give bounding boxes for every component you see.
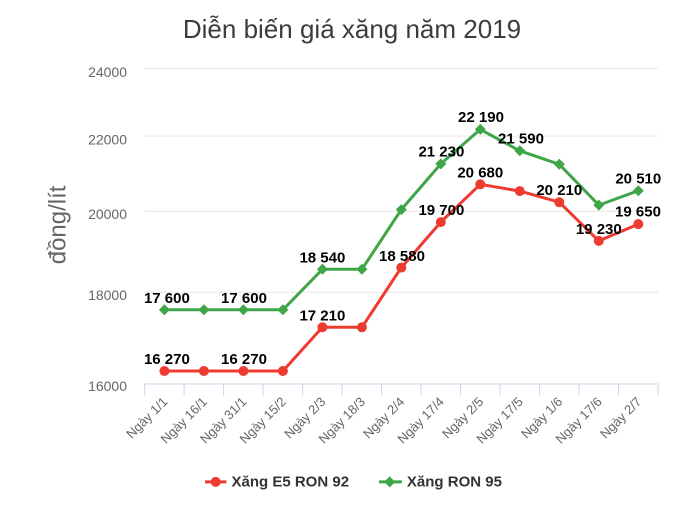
svg-text:20 680: 20 680	[457, 164, 503, 181]
svg-text:19 700: 19 700	[418, 202, 464, 219]
svg-text:Diễn biến giá xăng năm 2019: Diễn biến giá xăng năm 2019	[183, 14, 521, 44]
svg-text:20000: 20000	[88, 206, 127, 222]
svg-text:đồng/lít: đồng/lít	[44, 185, 71, 264]
svg-text:19 230: 19 230	[576, 221, 622, 238]
svg-text:18 540: 18 540	[299, 249, 345, 266]
svg-text:17 600: 17 600	[221, 290, 267, 307]
svg-text:22000: 22000	[88, 131, 127, 147]
svg-text:21 230: 21 230	[418, 144, 464, 161]
svg-text:21 590: 21 590	[498, 131, 544, 148]
svg-text:19 650: 19 650	[615, 203, 661, 220]
svg-text:24000: 24000	[88, 64, 127, 80]
svg-text:16000: 16000	[88, 378, 127, 394]
svg-text:22 190: 22 190	[458, 109, 504, 126]
svg-text:17 210: 17 210	[299, 307, 345, 324]
svg-text:18 580: 18 580	[379, 248, 425, 265]
svg-text:16 270: 16 270	[144, 351, 190, 368]
svg-text:18000: 18000	[88, 287, 127, 303]
svg-text:20 510: 20 510	[615, 171, 661, 188]
svg-text:Xăng RON 95: Xăng RON 95	[407, 474, 502, 491]
svg-text:17 600: 17 600	[144, 290, 190, 307]
svg-text:16 270: 16 270	[221, 351, 267, 368]
svg-text:20 210: 20 210	[536, 182, 582, 199]
svg-text:Xăng E5 RON 92: Xăng E5 RON 92	[232, 474, 350, 491]
